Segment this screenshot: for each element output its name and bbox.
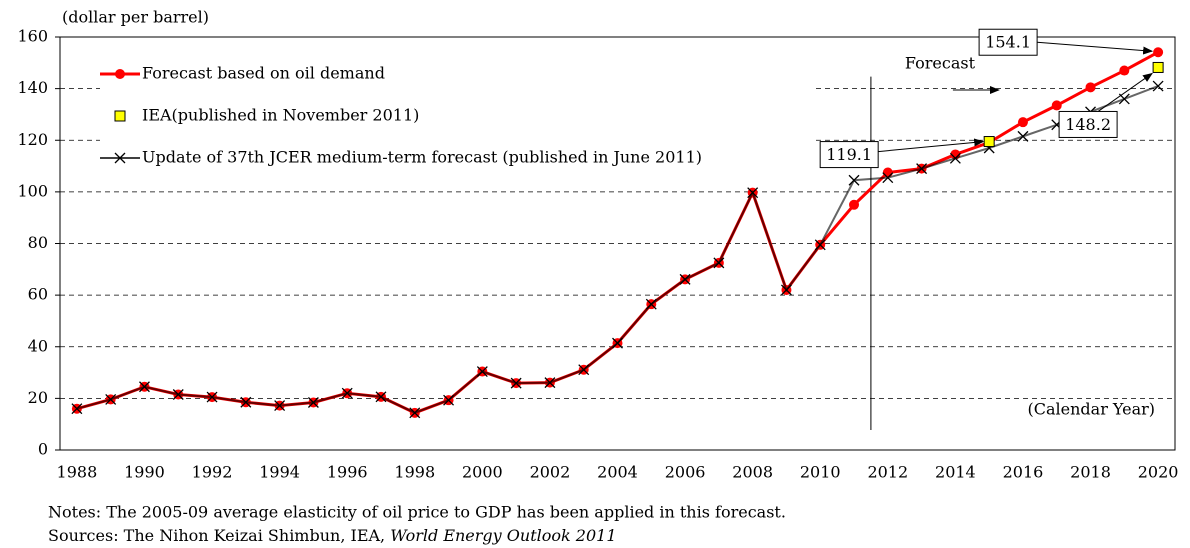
point	[172, 389, 184, 400]
legend-marker	[114, 110, 126, 122]
point	[645, 298, 657, 310]
point	[240, 396, 252, 408]
x-tick-label: 1996	[327, 463, 368, 482]
x-tick-label: 1994	[259, 463, 300, 482]
point	[882, 172, 894, 184]
y-tick-label: 160	[17, 27, 48, 46]
point	[578, 364, 590, 376]
point	[849, 199, 860, 210]
notes: Notes: The 2005-09 average elasticity of…	[48, 503, 786, 522]
sources-text: Sources: The Nihon Keizai Shimbun, IEA,	[48, 526, 390, 545]
point	[1119, 65, 1130, 76]
legend-marker	[115, 69, 125, 79]
x-tick-label: 2020	[1138, 463, 1179, 482]
legend-background	[100, 58, 815, 174]
point	[1085, 82, 1096, 93]
y-tick-label: 100	[17, 181, 48, 200]
y-tick-label: 80	[28, 233, 48, 252]
data-label: 154.1	[985, 33, 1031, 52]
x-tick-label: 2000	[462, 463, 503, 482]
point	[679, 273, 691, 285]
y-tick-label: 40	[28, 336, 48, 355]
x-tick-label: 2008	[732, 463, 773, 482]
x-tick-label: 2014	[935, 463, 976, 482]
point	[612, 337, 623, 349]
x-tick-label: 2004	[597, 463, 638, 482]
y-tick-label: 120	[17, 130, 48, 149]
point	[916, 163, 928, 175]
sources-title: World Energy Outlook 2011	[390, 526, 616, 545]
point	[949, 152, 961, 164]
x-tick-label: 1992	[192, 463, 233, 482]
point	[1017, 130, 1029, 142]
point	[814, 239, 826, 251]
point	[307, 397, 319, 408]
point	[1152, 80, 1164, 92]
point	[1153, 47, 1164, 58]
point	[713, 257, 725, 269]
label-arrow	[1097, 72, 1153, 112]
x-tick-label: 1998	[394, 463, 435, 482]
legend-label: Update of 37th JCER medium-term forecast…	[142, 148, 702, 167]
point	[1152, 61, 1164, 73]
point	[544, 377, 556, 389]
point	[510, 377, 522, 389]
data-label: 119.1	[826, 145, 872, 164]
x-tick-label: 2018	[1070, 463, 1111, 482]
legend-marker	[114, 152, 126, 164]
legend-label: IEA(published in November 2011)	[142, 106, 419, 125]
point	[983, 136, 995, 148]
point	[1051, 100, 1062, 111]
point	[1017, 117, 1028, 128]
point	[274, 400, 286, 412]
point	[375, 391, 387, 403]
forecast-label: Forecast	[905, 54, 976, 73]
point	[476, 366, 488, 377]
label-arrow	[1037, 41, 1154, 55]
point	[443, 394, 455, 406]
point	[848, 174, 860, 186]
x-tick-label: 2006	[665, 463, 706, 482]
point	[341, 387, 353, 399]
y-tick-label: 140	[17, 78, 48, 97]
label-box	[1058, 110, 1118, 138]
point	[105, 393, 117, 405]
plot-frame	[59, 36, 1176, 451]
legend-label: Forecast based on oil demand	[142, 64, 385, 83]
x-tick-label: 1988	[57, 463, 98, 482]
sources: Sources: The Nihon Keizai Shimbun, IEA, …	[48, 526, 617, 545]
y-axis-label: (dollar per barrel)	[62, 8, 209, 27]
x-tick-label: 1990	[124, 463, 165, 482]
x-tick-label: 2016	[1003, 463, 1044, 482]
y-tick-label: 0	[38, 440, 48, 459]
label-box	[819, 141, 879, 169]
point	[747, 187, 759, 199]
data-label: 148.2	[1065, 115, 1111, 134]
point	[139, 381, 150, 393]
label-arrow	[878, 138, 985, 153]
x-axis-label: (Calendar Year)	[1028, 400, 1156, 419]
y-tick-label: 20	[28, 388, 48, 407]
point	[409, 407, 421, 419]
x-tick-label: 2002	[530, 463, 571, 482]
point	[780, 284, 792, 296]
point	[71, 403, 83, 415]
y-tick-label: 60	[28, 285, 48, 304]
point	[206, 391, 218, 403]
x-tick-label: 2010	[800, 463, 841, 482]
x-tick-label: 2012	[867, 463, 908, 482]
